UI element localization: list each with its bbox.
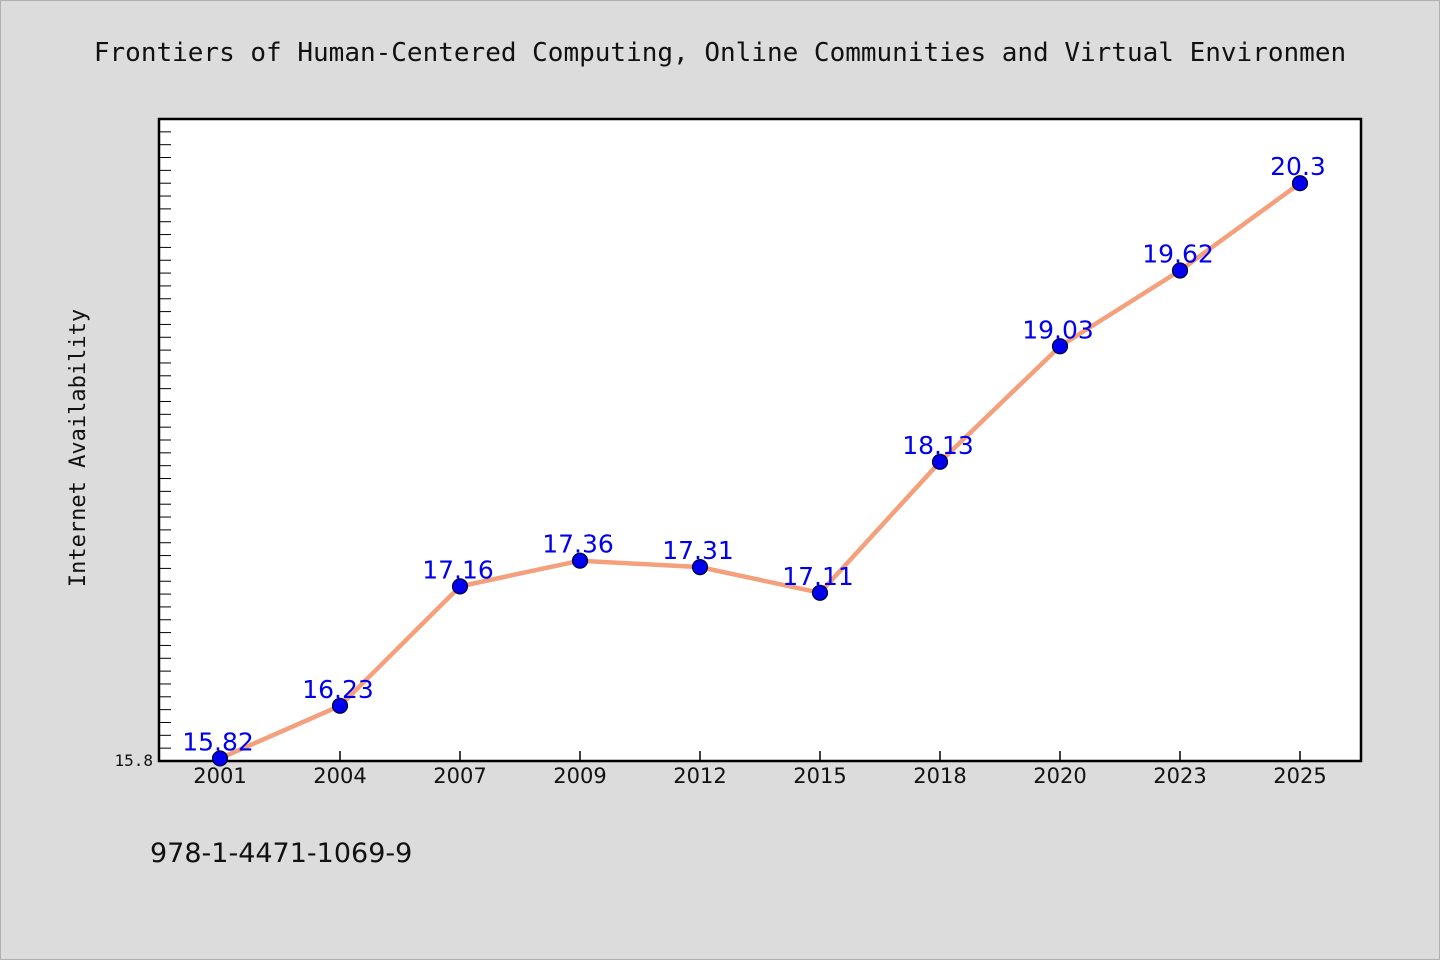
x-tick-label: 2009 [553,764,606,788]
x-tick-label: 2015 [793,764,846,788]
plot-area [157,117,1363,763]
y-axis-tick-labels: 15.8 [114,751,153,770]
data-point [331,697,349,714]
data-label: 19.03 [1022,315,1094,344]
data-label: 15.82 [182,727,254,756]
x-tick-label: 2001 [193,764,246,788]
x-tick-label: 2020 [1033,764,1086,788]
data-label: 16.23 [302,675,374,704]
data-label: 20.3 [1270,152,1326,181]
y-axis-minor-ticks [159,131,171,749]
data-label: 17.36 [542,530,614,559]
x-tick-label: 2023 [1153,764,1206,788]
series-line [217,180,1303,761]
data-label: 19.62 [1142,240,1214,269]
data-markers [211,175,1309,767]
data-point [211,750,229,767]
x-tick-label: 2007 [433,764,486,788]
isbn-footer: 978-1-4471-1069-9 [150,838,412,869]
data-label: 17.31 [662,536,734,565]
data-point [1051,338,1069,355]
data-label: 18.13 [902,431,974,460]
data-point [931,453,949,470]
data-label: 17.11 [782,562,854,591]
x-axis-ticks: 2001 2004 2007 2009 2012 2015 2018 2020 2023 2025 [193,751,1327,788]
x-tick-label: 2018 [913,764,966,788]
y-axis-label: Internet Availability [66,309,91,587]
x-tick-label: 2025 [1273,764,1326,788]
series-line-group [217,180,1303,761]
data-labels: 15.82 16.23 17.16 17.36 17.31 17.11 18.13 19.03… [182,152,1326,756]
chart-title: Frontiers of Human-Centered Computing, O… [94,38,1346,68]
data-point [1171,262,1189,279]
data-point [691,559,709,576]
data-point [451,578,469,595]
x-tick-label: 2012 [673,764,726,788]
data-point [1291,175,1309,192]
data-label: 17.16 [422,555,494,584]
y-tick-label: 15.8 [114,751,153,770]
data-point [571,552,589,569]
x-tick-label: 2004 [313,764,366,788]
data-point [811,584,829,601]
